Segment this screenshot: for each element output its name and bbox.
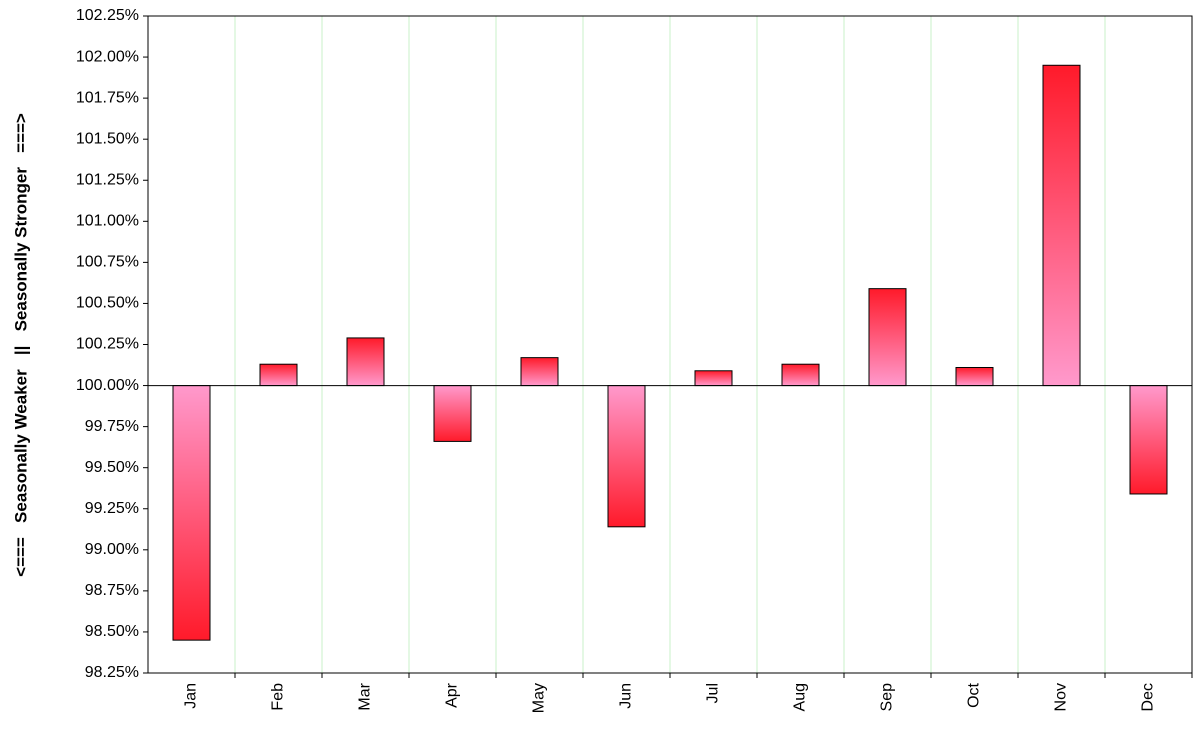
y-axis-label: <=== Seasonally Weaker || Seasonally Str… (11, 113, 30, 577)
x-tick-label: Sep (879, 683, 896, 712)
x-tick-label: Mar (357, 682, 374, 710)
y-tick-label: 100.75% (76, 254, 139, 271)
bar (433, 385, 472, 442)
bar (868, 288, 907, 387)
x-tick-label: Jan (183, 683, 200, 709)
bar (172, 385, 211, 641)
x-tick-label: Nov (1053, 683, 1070, 711)
bar (955, 366, 994, 387)
x-tick-label: Jul (705, 683, 722, 703)
y-tick-label: 102.00% (76, 48, 139, 65)
y-tick-label: 99.50% (85, 459, 139, 476)
y-tick-label: 102.25% (76, 7, 139, 24)
bar (1042, 64, 1081, 387)
x-tick-label: Jun (618, 683, 635, 709)
y-tick-label: 98.25% (85, 664, 139, 681)
bar (781, 363, 820, 387)
bar (607, 385, 646, 528)
y-tick-label: 100.25% (76, 336, 139, 353)
bar (520, 357, 559, 387)
y-tick-label: 101.00% (76, 213, 139, 230)
y-tick-label: 98.75% (85, 582, 139, 599)
y-tick-label: 101.25% (76, 171, 139, 188)
y-tick-label: 98.50% (85, 623, 139, 640)
y-tick-label: 101.50% (76, 130, 139, 147)
bar (1129, 385, 1168, 495)
y-tick-label: 101.75% (76, 89, 139, 106)
x-tick-label: Apr (444, 682, 461, 708)
x-tick-label: Feb (270, 683, 287, 711)
x-tick-label: Oct (966, 682, 983, 707)
y-tick-label: 99.25% (85, 500, 139, 517)
y-tick-label: 100.00% (76, 377, 139, 394)
bar (694, 370, 733, 387)
y-tick-label: 100.50% (76, 295, 139, 312)
bar (346, 337, 385, 387)
x-tick-label: Dec (1140, 683, 1157, 711)
y-tick-label: 99.75% (85, 418, 139, 435)
x-tick-label: Aug (792, 683, 809, 711)
bar (259, 363, 298, 387)
y-tick-label: 99.00% (85, 541, 139, 558)
x-tick-label: May (531, 683, 548, 713)
